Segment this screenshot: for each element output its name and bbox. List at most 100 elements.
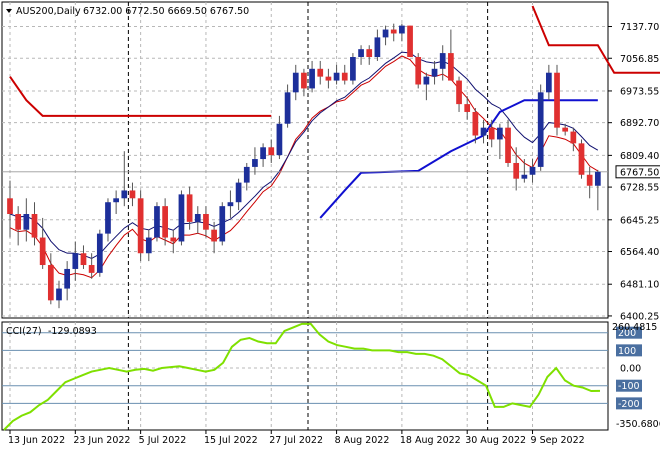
cci-level-label: 200	[618, 328, 636, 339]
cci-level-label: -200	[618, 399, 640, 410]
candle-down	[31, 214, 38, 238]
candle-down	[513, 162, 520, 179]
candle-down	[570, 131, 577, 144]
candle-down	[586, 174, 593, 186]
candle-up	[439, 53, 446, 69]
ohlc-label: 6732.00 6772.50 6669.50 6767.50	[83, 6, 249, 17]
y-tick-label: 6892.70	[620, 118, 659, 129]
candle-up	[105, 202, 111, 234]
candle-down	[488, 127, 495, 140]
candle-up	[594, 171, 601, 186]
candle-down	[47, 265, 54, 301]
x-tick-label: 15 Jul 2022	[204, 435, 258, 446]
candle-down	[456, 80, 462, 105]
candle-up	[154, 206, 160, 238]
candle-up	[219, 206, 226, 242]
candle-down	[325, 76, 332, 81]
candle-down	[186, 194, 193, 222]
candle-up	[121, 190, 128, 199]
y-tick-label: 7056.85	[620, 54, 659, 65]
candle-down	[268, 147, 275, 156]
candle-down	[170, 237, 177, 242]
candle-up	[431, 68, 438, 77]
x-tick-label: 9 Sep 2022	[531, 435, 585, 446]
y-tick-label: 6564.40	[620, 247, 659, 258]
candle-up	[276, 123, 283, 156]
dropdown-triangle-icon	[6, 9, 12, 13]
cci-level-box	[616, 397, 642, 410]
red-resistance-line	[531, 5, 660, 74]
cci-level-box	[616, 344, 642, 357]
candle-up	[374, 37, 381, 58]
candle-up	[235, 182, 242, 203]
candle-down	[15, 214, 22, 230]
candle-up	[72, 253, 79, 269]
symbol-label: AUS200,Daily	[16, 6, 81, 17]
y-tick-label: 6481.10	[620, 280, 659, 291]
candle-up	[529, 166, 536, 175]
candle-up	[284, 92, 291, 124]
candle-up	[178, 194, 185, 242]
candle-up	[292, 72, 299, 93]
candle-down	[448, 53, 454, 81]
y-tick-label: 7137.70	[620, 22, 659, 33]
y-tick-label: 6400.25	[620, 311, 659, 322]
candle-down	[472, 111, 479, 136]
blue-trend-line	[319, 99, 598, 219]
ma-slow-line	[9, 51, 599, 260]
candle-up	[243, 166, 250, 183]
cci-level-label: 100	[618, 346, 636, 357]
candle-up	[423, 76, 430, 85]
y-tick-label: 6728.55	[620, 183, 659, 194]
last-price-label: 6767.50	[620, 167, 659, 178]
candle-up	[64, 268, 71, 289]
price-pane-frame	[1, 1, 609, 319]
candle-up	[309, 68, 315, 89]
cci-value-label: -129.0893	[48, 326, 97, 337]
candle-up	[56, 288, 62, 301]
candle-up	[333, 72, 340, 81]
candle-up	[350, 57, 356, 81]
candle-down	[505, 127, 511, 163]
candle-up	[252, 159, 258, 167]
cci-min-label: -350.6806	[616, 419, 660, 430]
candle-up	[194, 214, 201, 222]
x-tick-label: 30 Aug 2022	[465, 435, 526, 446]
x-tick-label: 27 Jul 2022	[269, 435, 323, 446]
candle-up	[399, 25, 405, 34]
candle-down	[464, 104, 471, 112]
candle-down	[301, 72, 307, 89]
y-tick-label: 6973.55	[620, 86, 659, 97]
cci-level-label: 0.00	[620, 364, 641, 375]
candle-up	[545, 72, 552, 93]
candle-up	[521, 174, 528, 179]
last-price-box	[615, 165, 660, 179]
x-tick-label: 18 Aug 2022	[400, 435, 461, 446]
candle-down	[203, 214, 209, 230]
candle-down	[39, 237, 46, 266]
candle-up	[145, 237, 152, 254]
cci-level-label: -100	[618, 381, 640, 392]
candle-up	[382, 29, 389, 38]
x-tick-label: 8 Aug 2022	[335, 435, 390, 446]
red-support-line	[9, 76, 272, 117]
candle-down	[7, 198, 13, 214]
y-tick-label: 6809.40	[620, 151, 659, 162]
indicator-pane-frame	[1, 321, 609, 431]
x-tick-label: 13 Jun 2022	[8, 435, 65, 446]
candle-down	[562, 127, 569, 132]
candle-down	[80, 253, 87, 266]
candle-down	[211, 229, 217, 242]
cci-level-box	[616, 379, 642, 392]
candle-up	[227, 202, 234, 207]
candle-down	[137, 198, 144, 254]
candle-down	[407, 25, 413, 58]
candle-down	[578, 143, 585, 175]
cci-max-label: 260.4815	[612, 322, 657, 333]
candle-down	[129, 190, 136, 199]
candle-down	[554, 72, 560, 128]
candle-up	[497, 127, 503, 140]
candle-up	[113, 198, 119, 203]
candle-down	[390, 29, 397, 34]
